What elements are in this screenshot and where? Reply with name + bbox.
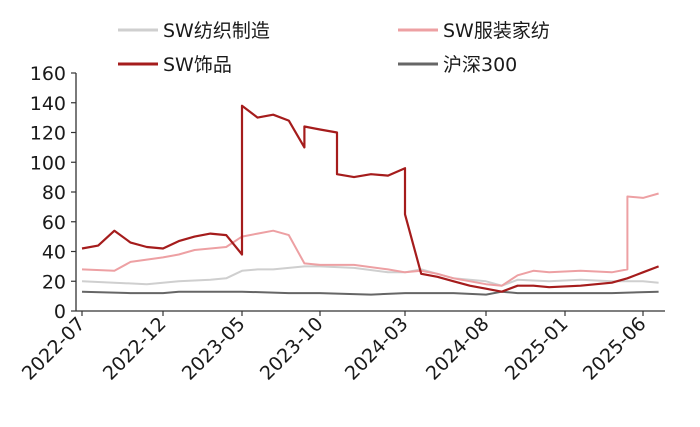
y-tick-label: 20 xyxy=(42,271,66,293)
chart-legend: SW纺织制造 SW服装家纺 SW饰品 沪深300 xyxy=(118,20,550,76)
x-tick-label: 2025-01 xyxy=(501,313,573,385)
y-tick-label: 160 xyxy=(30,63,66,85)
legend-label: SW服装家纺 xyxy=(443,20,550,42)
y-tick-label: 100 xyxy=(30,152,66,174)
legend-label: SW纺织制造 xyxy=(163,20,270,42)
x-tick-label: 2024-03 xyxy=(341,313,413,385)
x-tick-label: 2023-10 xyxy=(256,313,328,385)
legend-label: SW饰品 xyxy=(163,54,232,76)
x-tick-label: 2022-12 xyxy=(99,313,171,385)
series-line xyxy=(81,192,659,287)
series-line xyxy=(81,104,659,293)
legend-item: SW纺织制造 xyxy=(118,20,270,42)
series-line xyxy=(81,290,659,296)
x-axis: 2022-07 2022-12 2023-05 2023-10 2024-03 2024-… xyxy=(18,310,665,385)
legend-item: 沪深300 xyxy=(398,54,517,76)
x-tick-label: 2023-05 xyxy=(178,313,250,385)
y-tick-label: 40 xyxy=(42,242,66,264)
plot-area xyxy=(81,104,659,296)
y-tick-label: 120 xyxy=(30,123,66,145)
y-tick-label: 60 xyxy=(42,212,66,234)
legend-item: SW服装家纺 xyxy=(398,20,550,42)
legend-label: 沪深300 xyxy=(443,54,517,76)
x-tick-label: 2025-06 xyxy=(579,313,651,385)
y-tick-label: 140 xyxy=(30,93,66,115)
y-tick-label: 80 xyxy=(42,182,66,204)
x-tick-label: 2024-08 xyxy=(422,313,494,385)
legend-item: SW饰品 xyxy=(118,54,232,76)
y-tick-label: 0 xyxy=(54,301,66,323)
x-tick-label: 2022-07 xyxy=(18,313,90,385)
series-line xyxy=(81,265,659,287)
y-axis: 0 20 40 60 80 100 120 140 160 xyxy=(30,63,77,323)
